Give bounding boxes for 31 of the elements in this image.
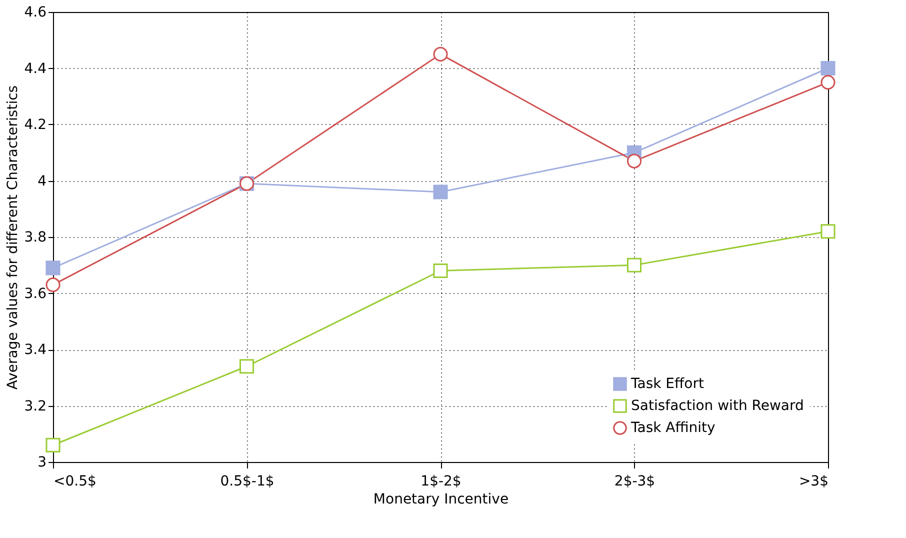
point [820,75,836,90]
point [46,278,60,292]
y-tick-label: 4.4 [24,60,47,77]
x-tick-label: <0.5$ [54,474,96,490]
y-tick-label: 3.4 [24,342,47,358]
y-tick-label: 4.6 [24,4,47,20]
y-axis-title: Average values for different Characteristics [5,85,22,390]
point [433,46,448,62]
point [626,258,642,272]
legend-label: Satisfaction with Reward [631,398,804,414]
point [239,359,254,374]
y-tick-label: 3 [38,454,46,470]
point [626,154,642,168]
y-tick-label: 4.2 [24,117,46,133]
point [433,263,448,278]
y-tick-label: 3.8 [24,230,46,246]
point [433,184,448,200]
point [820,60,836,76]
point [46,260,60,276]
legend-label: Task Effort [630,376,704,392]
x-tick-label: 0.5$-1$ [220,474,274,490]
y-tick-label: 3.2 [24,398,46,414]
x-axis-title: Monetary Incentive [373,492,509,508]
point [46,438,60,452]
x-tick-label: 1$-2$ [420,474,462,490]
y-tick-label: 4 [38,173,47,190]
x-tick-label: 2$-3$ [614,474,656,490]
legend-label: Task Affinity [630,420,716,436]
point [820,224,836,239]
x-tick-label: >3$ [798,474,828,490]
y-tick-label: 3.6 [24,286,47,302]
